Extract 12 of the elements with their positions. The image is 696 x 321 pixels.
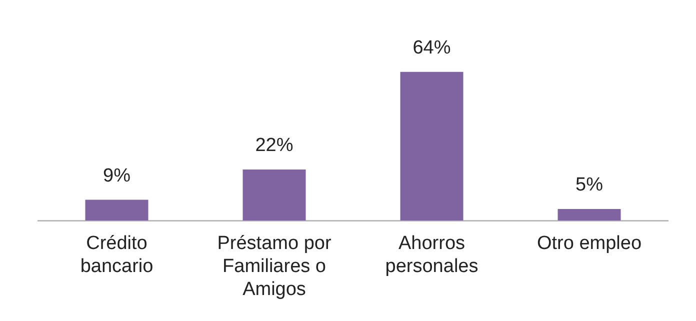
bar (558, 208, 621, 221)
bar (400, 72, 464, 221)
x-tick-label: Préstamo por Familiares o Amigos (217, 233, 332, 300)
x-tick-label: Ahorros personales (385, 233, 478, 278)
x-tick-label: Crédito bancario (80, 233, 154, 278)
bar (242, 169, 306, 221)
data-label: 5% (576, 174, 604, 196)
x-tick-label: Otro empleo (536, 233, 642, 254)
data-label: 22% (255, 135, 294, 156)
data-label: 64% (412, 38, 451, 59)
data-label: 9% (103, 165, 131, 186)
bar (85, 200, 148, 221)
